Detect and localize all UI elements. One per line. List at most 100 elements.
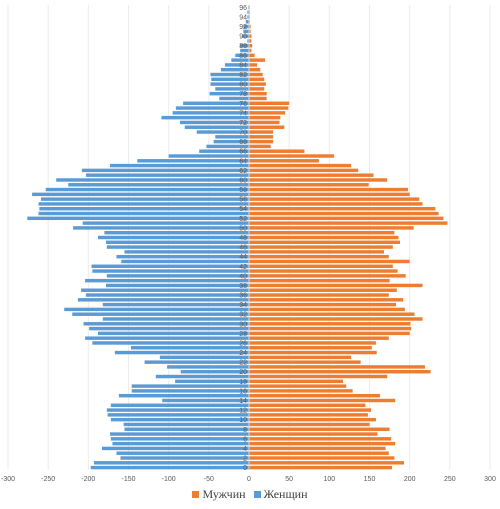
- male-bar: [249, 72, 263, 77]
- female-bar: [243, 24, 249, 29]
- male-bar: [249, 417, 376, 422]
- male-bar: [249, 446, 386, 451]
- female-bar: [104, 230, 250, 235]
- x-tick-label: -300: [1, 476, 15, 483]
- male-bar: [249, 259, 410, 264]
- female-bar: [92, 341, 249, 345]
- female-bar: [102, 302, 249, 307]
- female-bar: [101, 446, 250, 451]
- male-bar: [249, 101, 290, 105]
- female-bar: [211, 77, 249, 82]
- female-bar: [159, 355, 249, 360]
- male-bar: [249, 307, 405, 312]
- female-bar: [27, 216, 250, 221]
- male-bar: [249, 125, 285, 129]
- male-bar: [249, 87, 265, 91]
- female-bar: [120, 456, 249, 460]
- legend-label-male: Мужчин: [202, 487, 246, 501]
- male-bar: [249, 82, 266, 86]
- age-tick-label: 32: [239, 312, 247, 319]
- age-tick-label: 76: [239, 101, 247, 108]
- x-tick-label: 50: [285, 476, 293, 483]
- age-tick-label: 28: [239, 331, 247, 338]
- age-tick-labels: 0246810121416182022242628303234363840424…: [239, 5, 247, 472]
- female-bar: [215, 135, 249, 139]
- x-tick-label: 100: [323, 476, 335, 483]
- male-bar: [249, 408, 372, 412]
- male-bar: [249, 149, 305, 153]
- x-tick-label: 150: [364, 476, 376, 483]
- female-bar: [175, 379, 249, 384]
- female-bar: [82, 221, 250, 225]
- legend-swatch-female: [253, 491, 261, 498]
- age-tick-label: 56: [239, 197, 247, 204]
- male-bar: [249, 441, 396, 446]
- female-bar: [247, 10, 249, 14]
- female-bar: [114, 350, 250, 355]
- male-bar: [249, 298, 404, 302]
- male-bar: [249, 432, 378, 436]
- male-bar: [249, 461, 405, 465]
- female-bar: [172, 111, 249, 115]
- female-bar: [199, 149, 249, 153]
- male-bar: [249, 389, 353, 393]
- female-bar: [116, 254, 249, 259]
- female-bar: [168, 154, 249, 158]
- male-bar: [249, 355, 352, 360]
- female-bar: [180, 370, 249, 374]
- female-bar: [110, 403, 250, 408]
- age-tick-label: 10: [239, 417, 247, 424]
- female-bar: [220, 67, 249, 72]
- male-bar: [249, 58, 266, 62]
- x-tick-label: 0: [247, 476, 251, 483]
- female-bar: [110, 417, 250, 422]
- age-tick-label: 0: [243, 465, 247, 472]
- age-tick-label: 2: [243, 456, 247, 463]
- male-bar: [249, 34, 252, 38]
- male-bar: [249, 77, 265, 82]
- male-bar: [249, 254, 389, 259]
- female-bar: [83, 322, 249, 326]
- male-bar: [249, 173, 374, 177]
- male-bar: [249, 331, 410, 336]
- age-tick-label: 52: [239, 216, 247, 223]
- age-tick-label: 44: [239, 254, 247, 261]
- x-tick-label: -250: [41, 476, 55, 483]
- female-bar: [112, 441, 249, 446]
- age-tick-label: 26: [239, 340, 247, 347]
- age-tick-label: 92: [239, 24, 247, 31]
- female-bar: [130, 346, 249, 350]
- male-bar: [249, 379, 343, 384]
- male-bar: [249, 465, 392, 470]
- female-bar: [106, 283, 249, 288]
- female-bar: [102, 317, 249, 321]
- male-bar: [249, 293, 389, 297]
- female-bar: [106, 408, 249, 412]
- male-bar: [249, 365, 425, 369]
- male-bar: [249, 139, 274, 144]
- age-tick-label: 72: [239, 120, 247, 127]
- male-bar: [249, 159, 319, 163]
- female-bar: [179, 120, 249, 125]
- male-bar: [249, 403, 366, 408]
- male-bar: [249, 168, 359, 173]
- female-bar: [32, 192, 249, 197]
- age-tick-label: 18: [239, 379, 247, 386]
- female-bar: [90, 465, 249, 470]
- male-bar: [249, 91, 267, 96]
- male-bar: [249, 39, 252, 43]
- female-bar: [247, 39, 249, 43]
- age-tick-label: 88: [239, 43, 247, 50]
- age-tick-label: 6: [243, 436, 247, 443]
- age-tick-label: 60: [239, 177, 247, 184]
- male-bar: [249, 115, 281, 120]
- male-bar: [249, 183, 369, 187]
- female-bar: [167, 365, 249, 369]
- male-bar: [249, 341, 376, 345]
- female-bar: [209, 91, 249, 96]
- female-bar: [184, 125, 249, 129]
- male-bar: [249, 120, 280, 125]
- male-bar: [249, 326, 412, 331]
- female-bar: [131, 389, 249, 393]
- female-bar: [210, 72, 249, 77]
